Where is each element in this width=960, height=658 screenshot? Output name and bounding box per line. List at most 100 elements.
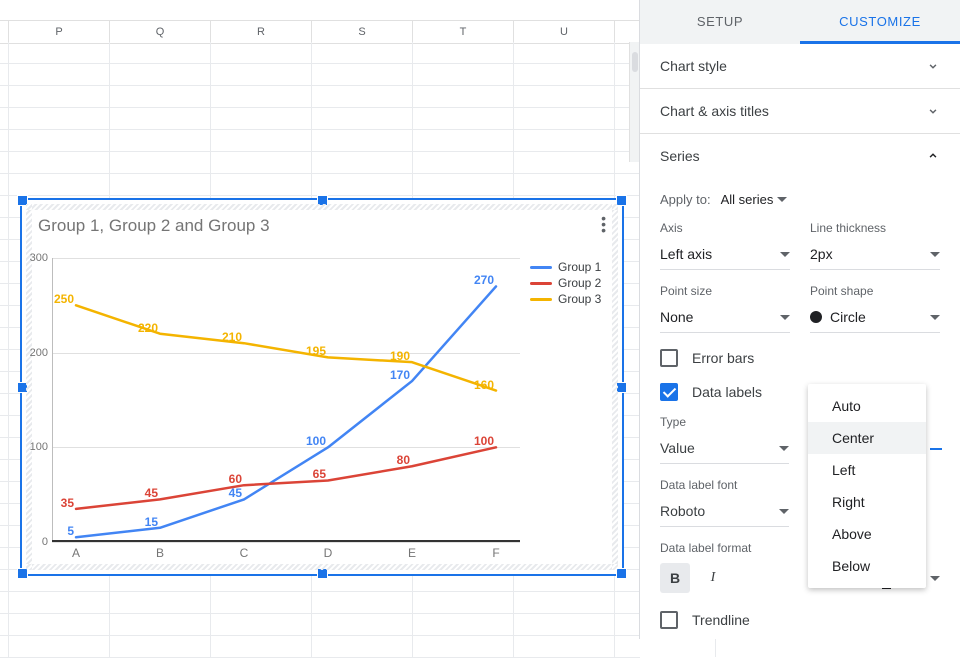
section-label: Series xyxy=(660,148,700,164)
chart-plot: 0100200300ABCDEF515451001702703545606580… xyxy=(52,258,520,542)
legend-item[interactable]: Group 2 xyxy=(530,276,610,290)
legend-swatch xyxy=(530,282,552,285)
dropdown-icon xyxy=(930,252,940,257)
menu-item-center[interactable]: Center xyxy=(808,422,926,454)
column-header[interactable]: T xyxy=(413,21,514,43)
section-label: Chart & axis titles xyxy=(660,103,769,119)
dropdown-icon xyxy=(930,576,940,581)
field-line-thickness: Line thickness 2px xyxy=(810,221,940,270)
data-label: 35 xyxy=(61,496,74,510)
chart-overflow-menu-icon[interactable]: ••• xyxy=(601,214,606,234)
grid-row xyxy=(0,86,640,108)
font-dropdown[interactable]: Roboto xyxy=(660,496,789,527)
field-label: Point size xyxy=(660,284,790,298)
menu-item-right[interactable]: Right xyxy=(808,486,926,518)
chart-editor-panel: SETUP CUSTOMIZE Chart style Chart & axis… xyxy=(639,0,960,639)
data-label: 100 xyxy=(306,434,326,448)
legend-swatch xyxy=(530,298,552,301)
x-axis-tick: F xyxy=(492,546,499,560)
dropdown-icon xyxy=(777,197,787,202)
axis-dropdown[interactable]: Left axis xyxy=(660,239,790,270)
type-dropdown[interactable]: Value xyxy=(660,433,789,464)
data-label: 65 xyxy=(313,467,326,481)
line-thickness-dropdown[interactable]: 2px xyxy=(810,239,940,270)
apply-to-label: Apply to: xyxy=(660,192,711,207)
field-label: Point shape xyxy=(810,284,940,298)
data-label: 60 xyxy=(229,472,242,486)
field-value: Value xyxy=(660,440,695,456)
apply-to-value: All series xyxy=(721,192,774,207)
data-label: 15 xyxy=(145,515,158,529)
top-trim xyxy=(0,0,640,21)
field-label: Axis xyxy=(660,221,790,235)
circle-icon xyxy=(810,311,822,323)
column-header[interactable]: U xyxy=(514,21,615,43)
section-chart-style[interactable]: Chart style xyxy=(640,44,960,89)
legend-label: Group 3 xyxy=(558,292,601,306)
chevron-up-icon xyxy=(926,149,940,163)
data-label: 5 xyxy=(67,524,74,538)
checkbox-error-bars[interactable] xyxy=(660,349,678,367)
menu-item-below[interactable]: Below xyxy=(808,550,926,582)
data-label: 100 xyxy=(474,434,494,448)
chevron-down-icon xyxy=(926,104,940,118)
field-value: Roboto xyxy=(660,503,705,519)
menu-item-above[interactable]: Above xyxy=(808,518,926,550)
data-label: 210 xyxy=(222,330,242,344)
bold-button[interactable]: B xyxy=(660,563,690,593)
y-axis-tick: 100 xyxy=(22,441,48,453)
grid-row xyxy=(0,152,640,174)
embedded-chart[interactable]: ••• Group 1, Group 2 and Group 3 0 100 200… xyxy=(20,198,624,576)
dropdown-icon xyxy=(930,315,940,320)
x-axis-tick: D xyxy=(324,546,333,560)
chart-legend: Group 1 Group 2 Group 3 xyxy=(530,258,610,308)
legend-swatch xyxy=(530,266,552,269)
dropdown-icon xyxy=(780,252,790,257)
data-label: 80 xyxy=(397,453,410,467)
checkbox-data-labels[interactable] xyxy=(660,383,678,401)
data-label: 45 xyxy=(229,486,242,500)
legend-item[interactable]: Group 1 xyxy=(530,260,610,274)
grid-row xyxy=(0,174,640,196)
grid-row xyxy=(0,614,640,636)
grid-row xyxy=(0,130,640,152)
menu-item-left[interactable]: Left xyxy=(808,454,926,486)
tab-setup[interactable]: SETUP xyxy=(640,0,800,44)
field-label: Data label font xyxy=(660,478,789,492)
point-shape-dropdown[interactable]: Circle xyxy=(810,302,940,333)
checkbox-label: Trendline xyxy=(692,612,750,628)
chart-title: Group 1, Group 2 and Group 3 xyxy=(38,216,606,236)
field-label: Type xyxy=(660,415,789,429)
data-label: 170 xyxy=(390,368,410,382)
field-axis: Axis Left axis xyxy=(660,221,790,270)
point-size-dropdown[interactable]: None xyxy=(660,302,790,333)
data-label: 270 xyxy=(474,273,494,287)
menu-item-auto[interactable]: Auto xyxy=(808,390,926,422)
grid-row xyxy=(0,42,640,64)
legend-label: Group 2 xyxy=(558,276,601,290)
checkbox-trendline[interactable] xyxy=(660,611,678,629)
checkbox-label: Error bars xyxy=(692,350,754,366)
field-value: 2px xyxy=(810,246,833,262)
section-series[interactable]: Series xyxy=(640,134,960,178)
italic-button[interactable]: I xyxy=(698,563,728,593)
data-label: 160 xyxy=(474,378,494,392)
data-label: 250 xyxy=(54,292,74,306)
y-axis-tick: 0 xyxy=(22,536,48,548)
dropdown-icon xyxy=(779,446,789,451)
x-axis-tick: E xyxy=(408,546,416,560)
x-axis-tick: B xyxy=(156,546,164,560)
column-header[interactable]: S xyxy=(312,21,413,43)
dropdown-icon xyxy=(779,509,789,514)
column-header[interactable]: Q xyxy=(110,21,211,43)
apply-to-dropdown[interactable]: All series xyxy=(721,192,788,207)
data-label: 220 xyxy=(138,321,158,335)
section-chart-axis-titles[interactable]: Chart & axis titles xyxy=(640,89,960,134)
tab-customize[interactable]: CUSTOMIZE xyxy=(800,0,960,44)
column-headers: PQRSTU xyxy=(0,20,640,44)
legend-item[interactable]: Group 3 xyxy=(530,292,610,306)
column-header[interactable]: P xyxy=(9,21,110,43)
y-axis-tick: 200 xyxy=(22,347,48,359)
data-label: 190 xyxy=(390,349,410,363)
column-header[interactable]: R xyxy=(211,21,312,43)
